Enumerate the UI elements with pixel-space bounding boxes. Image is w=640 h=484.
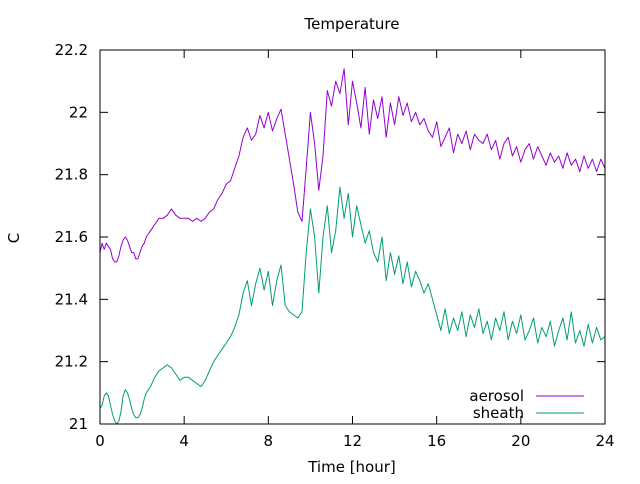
x-tick-label: 12 [343, 432, 362, 450]
y-tick-label: 21.6 [55, 228, 88, 246]
y-tick-label: 22 [69, 103, 88, 121]
x-axis-label: Time [hour] [307, 458, 396, 476]
y-tick-label: 21.4 [55, 290, 88, 308]
axis-ticks: 0 4 8 12 16 20 24 21 21.2 21.4 21.6 21.8 22 22.2 [55, 41, 615, 450]
x-tick-label: 4 [179, 432, 189, 450]
legend-label-aerosol: aerosol [469, 387, 524, 405]
y-tick-label: 22.2 [55, 41, 88, 59]
x-tick-label: 8 [264, 432, 274, 450]
chart-title: Temperature [303, 15, 399, 33]
y-axis-label: C [5, 233, 23, 243]
x-tick-label: 24 [595, 432, 614, 450]
x-tick-label: 0 [95, 432, 105, 450]
series-line-aerosol [99, 68, 606, 263]
x-tick-label: 20 [511, 432, 530, 450]
y-tick-label: 21.2 [55, 353, 88, 371]
series-line-sheath [99, 186, 606, 425]
x-tick-label: 16 [427, 432, 446, 450]
y-tick-label: 21.8 [55, 166, 88, 184]
plot-area [99, 68, 606, 425]
y-tick-label: 21 [69, 415, 88, 433]
plot-frame [99, 49, 606, 425]
legend-label-sheath: sheath [473, 404, 524, 422]
